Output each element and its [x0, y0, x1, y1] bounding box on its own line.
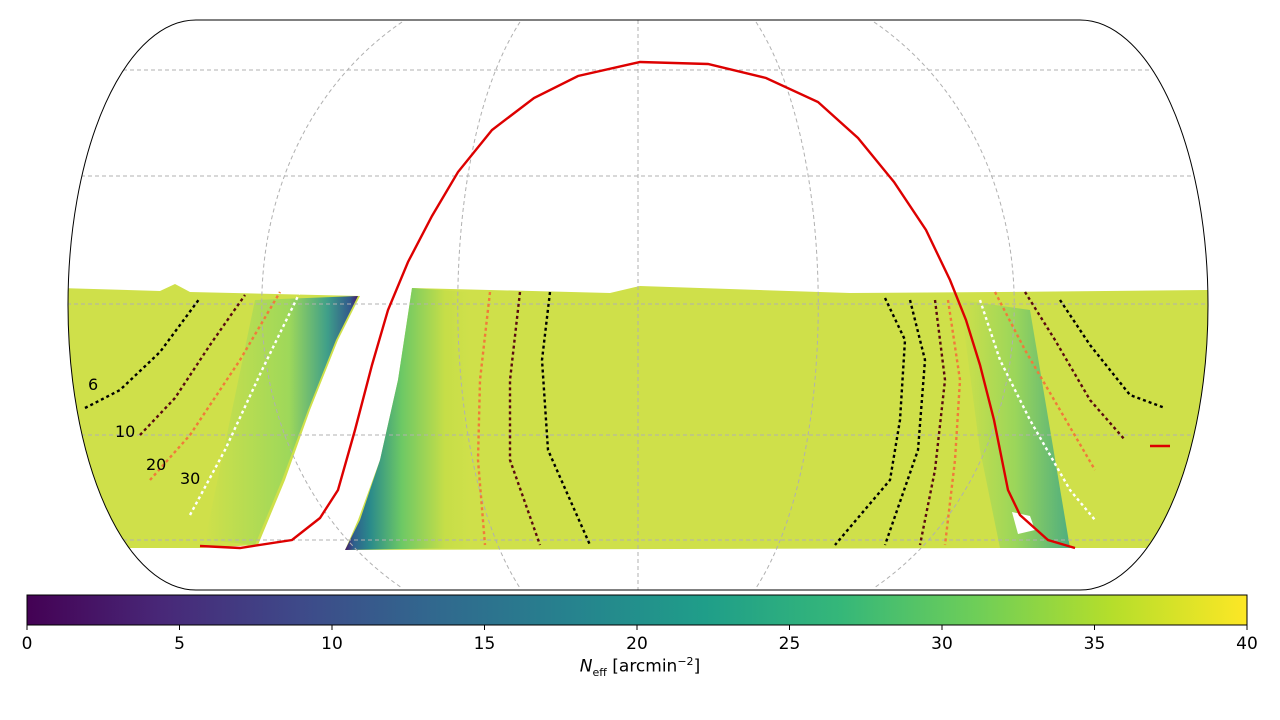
- contour-label-6: 6: [88, 375, 98, 394]
- colorbar-label-subscript: eff: [592, 666, 607, 680]
- colorbar-label-unit: [arcmin: [606, 656, 678, 677]
- contour-label-30: 30: [180, 469, 200, 488]
- contour-6-east-b: [883, 299, 927, 546]
- colorbar-label-close: ]: [693, 656, 701, 677]
- colorbar: 0 5 10 15 20 25 30 35 40: [22, 594, 1258, 654]
- contour-10-far-east: [1023, 291, 1126, 441]
- contour-6-west: [84, 297, 201, 410]
- contour-20-far-east: [993, 291, 1097, 471]
- meridian-line: [261, 21, 403, 589]
- colorbar-tick-label: 25: [779, 634, 801, 654]
- contour-20-mid: [476, 291, 492, 546]
- survey-hole: [1012, 512, 1035, 534]
- contour-20-east: [943, 299, 962, 546]
- contour-10-mid: [508, 291, 542, 546]
- meridian-line: [873, 21, 1015, 589]
- colorbar-tick-label: 0: [22, 634, 33, 654]
- survey-footprint: [68, 284, 1208, 550]
- contours: [84, 291, 1166, 546]
- colorbar-label-symbol: N: [579, 656, 593, 677]
- survey-region-center: [345, 286, 1208, 550]
- colorbar-tick-label: 20: [626, 634, 648, 654]
- contour-30-west: [188, 291, 302, 516]
- contour-6-east-a: [834, 297, 907, 546]
- colorbar-tick-label: 15: [474, 634, 496, 654]
- colorbar-label: Neff [arcmin−2]: [0, 655, 1280, 679]
- survey-region-east-edge: [960, 300, 1070, 548]
- colorbar-gradient: [26, 594, 1248, 626]
- meridian-line: [755, 21, 819, 589]
- meridian-line: [457, 21, 521, 589]
- contour-6-mid: [540, 291, 592, 546]
- contour-30-east: [978, 299, 1096, 521]
- map-outline: [67, 19, 1209, 591]
- contour-20-west: [149, 291, 282, 481]
- colorbar-label-exponent: −2: [677, 655, 694, 668]
- contour-6-far-east: [1059, 299, 1166, 410]
- contour-10-west: [139, 294, 246, 436]
- contour-label-20: 20: [146, 455, 166, 474]
- boundary-curve: [199, 60, 1076, 550]
- colorbar-ticks: 0 5 10 15 20 25 30 35 40: [22, 625, 1258, 654]
- colorbar-tick-label: 10: [321, 634, 343, 654]
- survey-region-left-edge: [205, 296, 358, 545]
- colorbar-tick-label: 30: [931, 634, 953, 654]
- survey-region-west-edge: [345, 288, 470, 550]
- colorbar-tick-label: 35: [1084, 634, 1106, 654]
- graticule: [68, 20, 1208, 590]
- colorbar-tick-label: 40: [1236, 634, 1258, 654]
- contour-label-10: 10: [115, 422, 135, 441]
- colorbar-tick-label: 5: [174, 634, 185, 654]
